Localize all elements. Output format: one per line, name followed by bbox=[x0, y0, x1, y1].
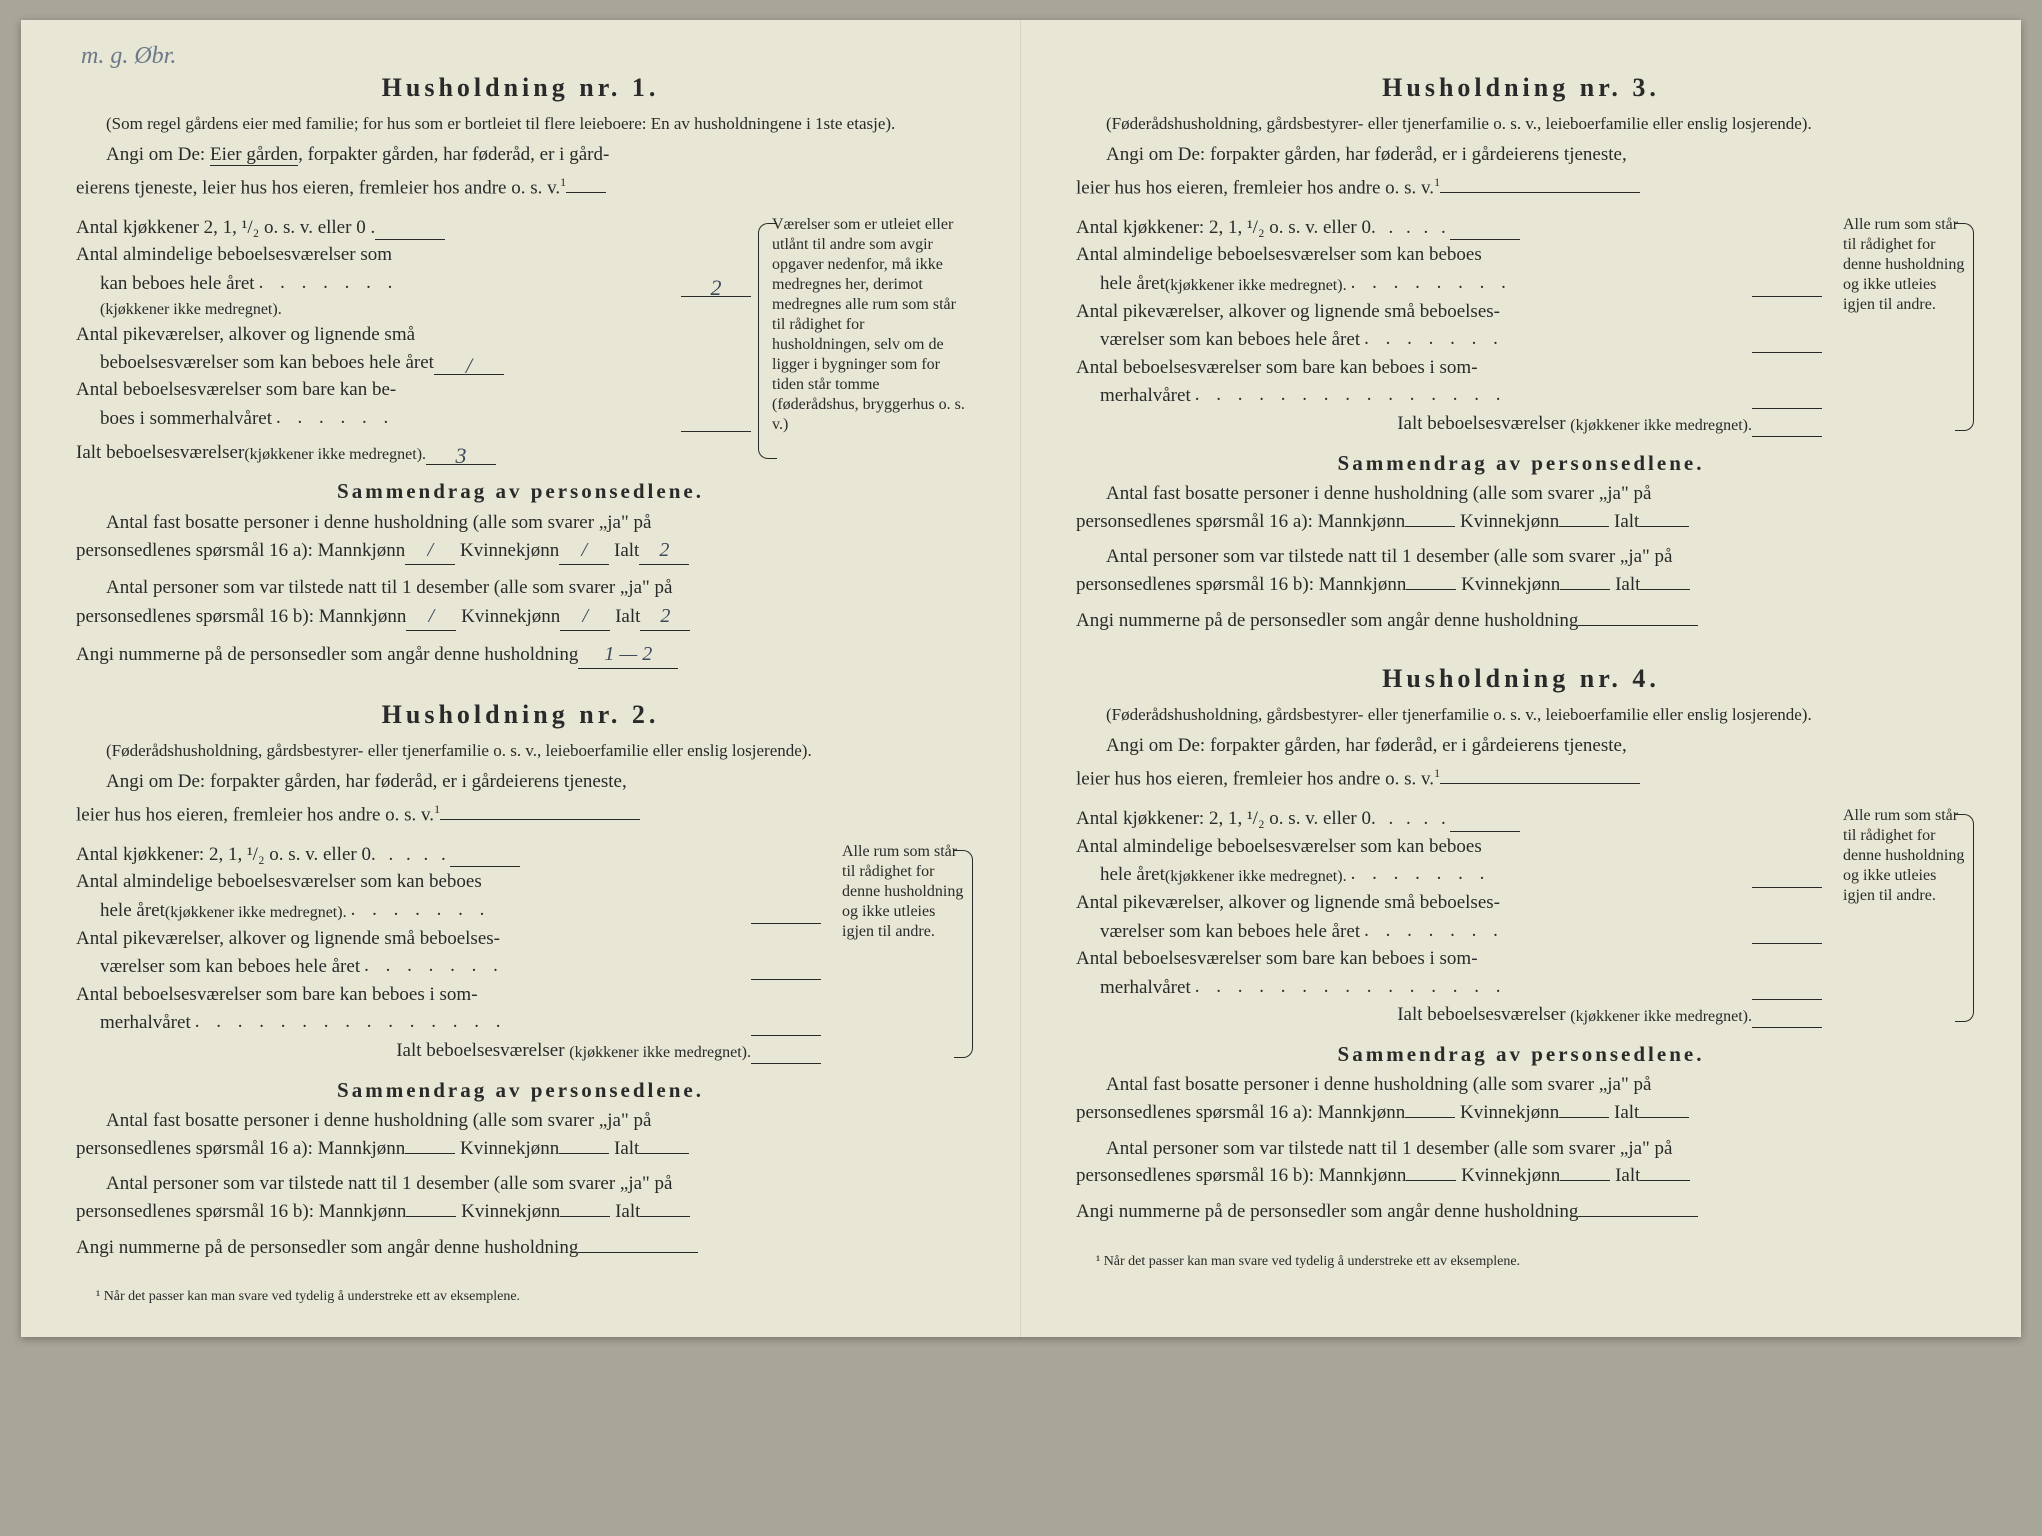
household-4: Husholdning nr. 4. (Føderådshusholdning,… bbox=[1076, 661, 1966, 1224]
household-3-sidenote: Alle rum som står til rådighet for denne… bbox=[1836, 215, 1966, 439]
household-1-subtitle: (Som regel gårdens eier med familie; for… bbox=[76, 113, 965, 136]
household-3-rooms: Antal kjøkkener: 2, 1, ¹/₂ o. s. v. elle… bbox=[1076, 215, 1966, 439]
household-1-angi: Angi om De: Eier gården, forpakter gårde… bbox=[76, 142, 965, 168]
page-left: m. g. Øbr. Husholdning nr. 1. (Som regel… bbox=[21, 20, 1021, 1337]
handwritten-annotation: m. g. Øbr. bbox=[81, 40, 176, 72]
household-4-sidenote: Alle rum som står til rådighet for denne… bbox=[1836, 806, 1966, 1030]
h1-numre: Angi nummerne på de personsedler som ang… bbox=[76, 641, 965, 669]
household-1-rooms: Antal kjøkkener 2, 1, ¹/₂ o. s. v. eller… bbox=[76, 215, 965, 468]
household-1-angi2: eierens tjeneste, leier hus hos eieren, … bbox=[76, 174, 965, 201]
h1-ialt: 3 bbox=[426, 441, 496, 465]
household-3: Husholdning nr. 3. (Føderådshusholdning,… bbox=[1076, 70, 1966, 633]
household-2-subtitle: (Føderådshusholdning, gårdsbestyrer- ell… bbox=[76, 740, 965, 763]
footnote-right: ¹ Når det passer kan man svare ved tydel… bbox=[1076, 1253, 1966, 1272]
household-4-subtitle: (Føderådshusholdning, gårdsbestyrer- ell… bbox=[1076, 704, 1966, 727]
household-1-sidenote: Værelser som er utleiet eller utlånt til… bbox=[765, 215, 965, 468]
household-2-title: Husholdning nr. 2. bbox=[76, 697, 965, 732]
h1-16a: personsedlenes spørsmål 16 a): Mannkjønn… bbox=[76, 537, 965, 565]
household-1-samm: Sammendrag av personsedlene. bbox=[76, 477, 965, 505]
household-1: Husholdning nr. 1. (Som regel gårdens ei… bbox=[76, 70, 965, 669]
h1-sommer bbox=[681, 408, 751, 432]
document-spread: m. g. Øbr. Husholdning nr. 1. (Som regel… bbox=[21, 20, 2021, 1337]
h1-16b: personsedlenes spørsmål 16 b): Mannkjønn… bbox=[76, 603, 965, 631]
h1-pike: / bbox=[434, 351, 504, 375]
household-2: Husholdning nr. 2. (Føderådshusholdning,… bbox=[76, 697, 965, 1260]
household-2-rooms: Antal kjøkkener: 2, 1, ¹/₂ o. s. v. elle… bbox=[76, 842, 965, 1066]
household-4-title: Husholdning nr. 4. bbox=[1076, 661, 1966, 696]
h1-alm: 2 bbox=[681, 273, 751, 297]
household-2-angi: Angi om De: forpakter gården, har føderå… bbox=[76, 769, 965, 795]
household-2-sidenote: Alle rum som står til rådighet for denne… bbox=[835, 842, 965, 1066]
footnote-left: ¹ Når det passer kan man svare ved tydel… bbox=[76, 1288, 965, 1307]
household-4-rooms: Antal kjøkkener: 2, 1, ¹/₂ o. s. v. elle… bbox=[1076, 806, 1966, 1030]
household-3-subtitle: (Føderådshusholdning, gårdsbestyrer- ell… bbox=[1076, 113, 1966, 136]
page-right: Husholdning nr. 3. (Føderådshusholdning,… bbox=[1021, 20, 2021, 1337]
household-3-title: Husholdning nr. 3. bbox=[1076, 70, 1966, 105]
household-1-title: Husholdning nr. 1. bbox=[76, 70, 965, 105]
